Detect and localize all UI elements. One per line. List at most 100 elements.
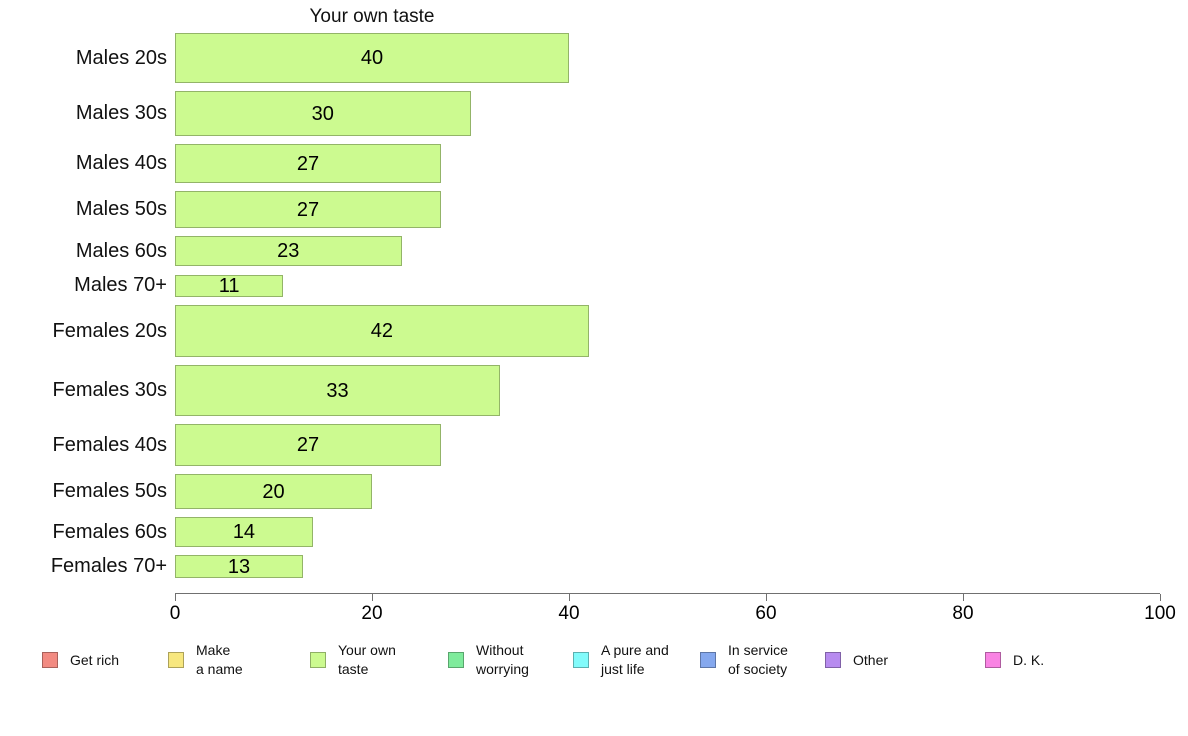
legend-label: A pure and just life: [601, 642, 669, 677]
legend-item: Make a name: [168, 638, 243, 682]
category-label: Males 30s: [75, 102, 167, 124]
legend-item: Get rich: [42, 638, 119, 682]
bar-row: Females 70+ 13: [0, 555, 1188, 578]
category-label: Females 70+: [50, 555, 167, 577]
legend-swatch: [573, 652, 589, 668]
tick-label: 20: [361, 603, 383, 624]
bar-track: 13: [175, 555, 1160, 578]
chart-title: Your own taste: [309, 6, 435, 27]
legend-label: Without worrying: [476, 642, 529, 677]
bar-track: 42: [175, 305, 1160, 357]
legend-label: Other: [853, 651, 889, 668]
category-label: Females 30s: [52, 379, 168, 401]
legend-swatch: [700, 652, 716, 668]
category-label: Males 60s: [75, 239, 167, 262]
bar-track: 11: [175, 274, 1160, 297]
legend-swatch: [42, 652, 58, 668]
legend-label: In service of society: [728, 642, 788, 677]
bar: 30: [175, 91, 471, 136]
bar-track: 27: [175, 144, 1160, 183]
category-label: Females 50s: [52, 480, 168, 502]
category-label: Males 40s: [75, 152, 167, 174]
bar-track: 20: [175, 474, 1160, 509]
bar: 14: [175, 517, 313, 547]
bar-value-label: 23: [277, 240, 300, 262]
bar-track: 27: [175, 424, 1160, 466]
bar-value-label: 27: [296, 198, 320, 221]
bar-value-label: 33: [326, 379, 349, 402]
tick-mark: [1160, 594, 1161, 601]
category-label: Males 70+: [74, 274, 167, 296]
bar-value-label: 40: [360, 47, 384, 69]
bar-value-label: 20: [262, 480, 285, 503]
tick-label: 80: [952, 603, 974, 624]
legend-swatch: [985, 652, 1001, 668]
tick-label: 40: [558, 603, 580, 624]
bar: 20: [175, 474, 372, 509]
legend-label: Make a name: [196, 642, 243, 677]
bar-row: Females 20s 42: [0, 305, 1188, 357]
bar: 27: [175, 424, 441, 466]
legend-swatch: [448, 652, 464, 668]
bar-row: Males 40s 27: [0, 144, 1188, 183]
category-label: Males 20s: [75, 46, 167, 69]
legend-item: D. K.: [985, 638, 1044, 682]
bar-row: Females 50s 20: [0, 474, 1188, 509]
tick-mark: [963, 594, 964, 601]
tick-mark: [372, 594, 373, 601]
legend: Get rich Make a name Your own taste Without…: [0, 638, 1188, 684]
bar-track: 33: [175, 365, 1160, 416]
tick-label: 100: [1144, 603, 1176, 624]
tick-label: 0: [169, 603, 181, 624]
bar-row: Males 30s 30: [0, 91, 1188, 136]
bar-value-label: 11: [218, 274, 240, 297]
category-label: Females 20s: [52, 319, 168, 342]
bar-row: Males 60s 23: [0, 236, 1188, 266]
category-label: Males 50s: [75, 198, 167, 220]
bar: 40: [175, 33, 569, 83]
tick-mark: [175, 594, 176, 601]
legend-item: Without worrying: [448, 638, 529, 682]
legend-label: Get rich: [70, 651, 120, 668]
bar: 23: [175, 236, 402, 266]
bar-row: Males 70+ 11: [0, 274, 1188, 297]
tick-mark: [569, 594, 570, 601]
bar: 33: [175, 365, 501, 416]
tick-mark: [766, 594, 767, 601]
category-label: Females 40s: [52, 433, 168, 456]
bar-track: 27: [175, 191, 1160, 228]
bar-track: 23: [175, 236, 1160, 266]
bar-row: Males 50s 27: [0, 191, 1188, 228]
bar-track: 14: [175, 517, 1160, 547]
bar-row: Females 30s 33: [0, 365, 1188, 416]
bar-value-label: 13: [227, 555, 251, 578]
legend-item: A pure and just life: [573, 638, 669, 682]
x-axis: 0 20 40 60 80 100: [170, 593, 1176, 624]
bar-row: Females 60s 14: [0, 517, 1188, 547]
bar-track: 40: [175, 33, 1160, 83]
bar-value-label: 27: [296, 434, 320, 456]
legend-item: In service of society: [700, 638, 788, 682]
bar: 11: [175, 274, 284, 297]
bar-value-label: 14: [232, 521, 256, 543]
tick-label: 60: [755, 603, 777, 624]
category-label: Females 60s: [52, 520, 168, 543]
bar: 13: [175, 555, 304, 578]
legend-swatch: [310, 652, 326, 668]
bar-row: Females 40s 27: [0, 424, 1188, 466]
legend-label: Your own taste: [338, 642, 396, 677]
bar: 42: [175, 305, 589, 357]
plot-area: Males 20s 40 Males 30s 30 Males 40s 27 Males 5…: [0, 33, 1188, 586]
legend-item: Other: [825, 638, 888, 682]
bar-value-label: 30: [311, 102, 334, 125]
bar-track: 30: [175, 91, 1160, 136]
legend-label: D. K.: [1013, 651, 1045, 668]
legend-item: Your own taste: [310, 638, 396, 682]
bar-value-label: 42: [370, 320, 393, 342]
legend-swatch: [168, 652, 184, 668]
legend-swatch: [825, 652, 841, 668]
bar-row: Males 20s 40: [0, 33, 1188, 83]
bar-value-label: 27: [296, 152, 320, 175]
bar: 27: [175, 191, 441, 228]
